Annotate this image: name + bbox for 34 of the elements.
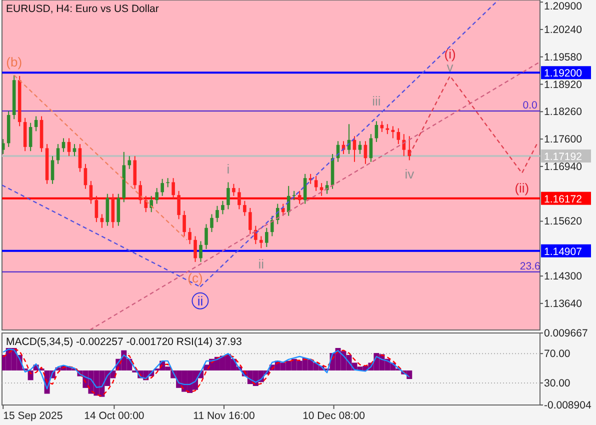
y2-tick-label: 30.00 — [544, 377, 570, 390]
annotation: ii — [258, 256, 264, 272]
y-tick-label: 1.19580 — [544, 51, 582, 64]
y-tick-label: 1.17600 — [544, 134, 582, 146]
y2-tick-label: 70.00 — [544, 348, 570, 360]
y-tick-label: -0.008904 — [544, 400, 592, 412]
x-tick-label: 15 Sep 2025 — [3, 410, 63, 422]
ref-line-label: 1.17192 — [544, 150, 582, 163]
x-tick-label: 10 Dec 08:00 — [302, 410, 366, 422]
ref-line-label: 1.14907 — [544, 246, 582, 258]
y-tick-label: 1.13640 — [544, 298, 582, 310]
annotation: (i) — [444, 46, 456, 62]
ref-line-label: 1.16172 — [544, 193, 582, 206]
chart-title: EURUSD, H4: Euro vs US Dollar — [6, 3, 160, 15]
annotation: ii — [197, 293, 204, 308]
x-tick-label: 11 Nov 16:00 — [193, 410, 255, 422]
y-tick-label: 1.20900 — [544, 0, 582, 12]
annotation: (ii) — [514, 180, 530, 196]
x-tick-label: 14 Oct 00:00 — [84, 410, 144, 422]
y-tick-label: 1.20240 — [544, 24, 582, 36]
ref-line-label: 1.19200 — [544, 68, 582, 80]
annotation: iii — [372, 94, 381, 109]
annotation: (b) — [6, 54, 22, 70]
y-tick-label: 0.009667 — [544, 328, 588, 340]
annotation: iv — [404, 166, 415, 182]
annotation: (c) — [188, 270, 203, 286]
y-tick-label: 1.18920 — [544, 78, 582, 91]
y-tick-label: 1.15620 — [544, 216, 582, 228]
y-tick-label: 1.14300 — [544, 270, 582, 283]
y-tick-label: 1.18260 — [544, 106, 582, 118]
annotation: i — [226, 162, 230, 177]
annotation: 0.0 — [522, 100, 538, 112]
y-tick-label: 1.16940 — [544, 160, 582, 173]
chart-title: MACD(5,34,5) -0.002257 -0.001720 RSI(14) 37.93 — [6, 336, 242, 348]
